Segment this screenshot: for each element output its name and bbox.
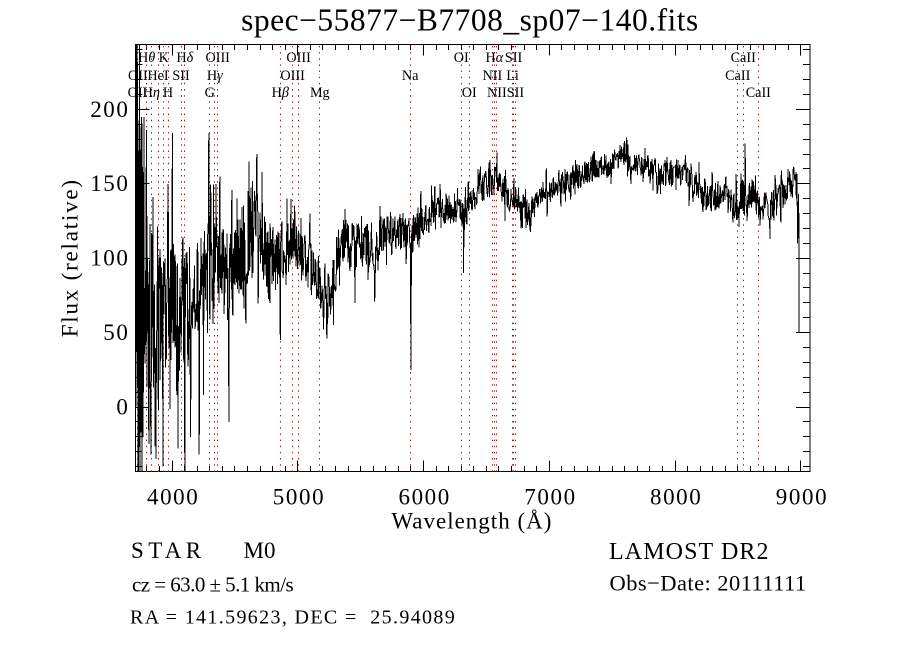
svg-text:Hθ: Hθ	[138, 50, 155, 66]
svg-text:M0: M0	[244, 538, 276, 563]
svg-text:8000: 8000	[650, 484, 702, 509]
svg-text:Hη: Hη	[143, 85, 160, 101]
svg-text:RA = 141.59623, DEC = 25.9408: RA = 141.59623, DEC = 25.94089	[130, 607, 456, 629]
svg-text:OIII: OIII	[205, 50, 230, 66]
svg-text:Hα: Hα	[485, 50, 503, 66]
svg-text:cz = 63.0 ± 5.1 km/s: cz = 63.0 ± 5.1 km/s	[132, 573, 293, 597]
svg-text:G: G	[205, 85, 215, 101]
svg-text:HeI: HeI	[147, 68, 169, 84]
svg-text:NII: NII	[487, 85, 507, 101]
svg-text:50: 50	[103, 320, 129, 345]
svg-text:Hδ: Hδ	[176, 50, 193, 66]
svg-text:STAR: STAR	[131, 538, 206, 563]
svg-text:5000: 5000	[273, 484, 325, 509]
svg-text:LAMOST DR2: LAMOST DR2	[609, 539, 770, 565]
svg-text:OIII: OIII	[280, 68, 305, 84]
svg-text:Wavelength (Å): Wavelength (Å)	[391, 509, 552, 534]
svg-text:Flux (relative): Flux (relative)	[58, 178, 83, 337]
svg-text:Mg: Mg	[310, 85, 330, 101]
svg-text:SII: SII	[505, 50, 523, 66]
svg-text:K: K	[159, 50, 170, 66]
svg-text:6000: 6000	[398, 484, 450, 509]
svg-text:Obs−Date: 20111111: Obs−Date: 20111111	[610, 571, 807, 596]
svg-text:Hγ: Hγ	[207, 68, 223, 84]
svg-text:SII: SII	[172, 68, 190, 84]
svg-text:NII: NII	[483, 68, 503, 84]
svg-text:OI: OI	[454, 50, 469, 66]
svg-text:CaII: CaII	[746, 85, 771, 101]
svg-text:Na: Na	[402, 68, 419, 84]
svg-text:spec−55877−B7708_sp07−140.fits: spec−55877−B7708_sp07−140.fits	[241, 3, 699, 38]
svg-text:200: 200	[90, 97, 129, 122]
svg-text:9000: 9000	[776, 484, 828, 509]
svg-text:100: 100	[90, 246, 129, 271]
svg-text:SII: SII	[507, 85, 525, 101]
svg-text:CaII: CaII	[731, 50, 756, 66]
svg-text:OI: OI	[462, 85, 477, 101]
svg-text:OIII: OIII	[286, 50, 311, 66]
svg-text:7000: 7000	[524, 484, 576, 509]
svg-text:150: 150	[90, 171, 129, 196]
svg-text:CaII: CaII	[725, 68, 750, 84]
svg-text:0: 0	[116, 394, 129, 419]
svg-text:4000: 4000	[147, 484, 199, 509]
svg-text:Li: Li	[506, 68, 519, 84]
svg-text:H: H	[163, 85, 173, 101]
svg-text:Hβ: Hβ	[272, 85, 290, 101]
svg-text:OII: OII	[128, 68, 148, 84]
